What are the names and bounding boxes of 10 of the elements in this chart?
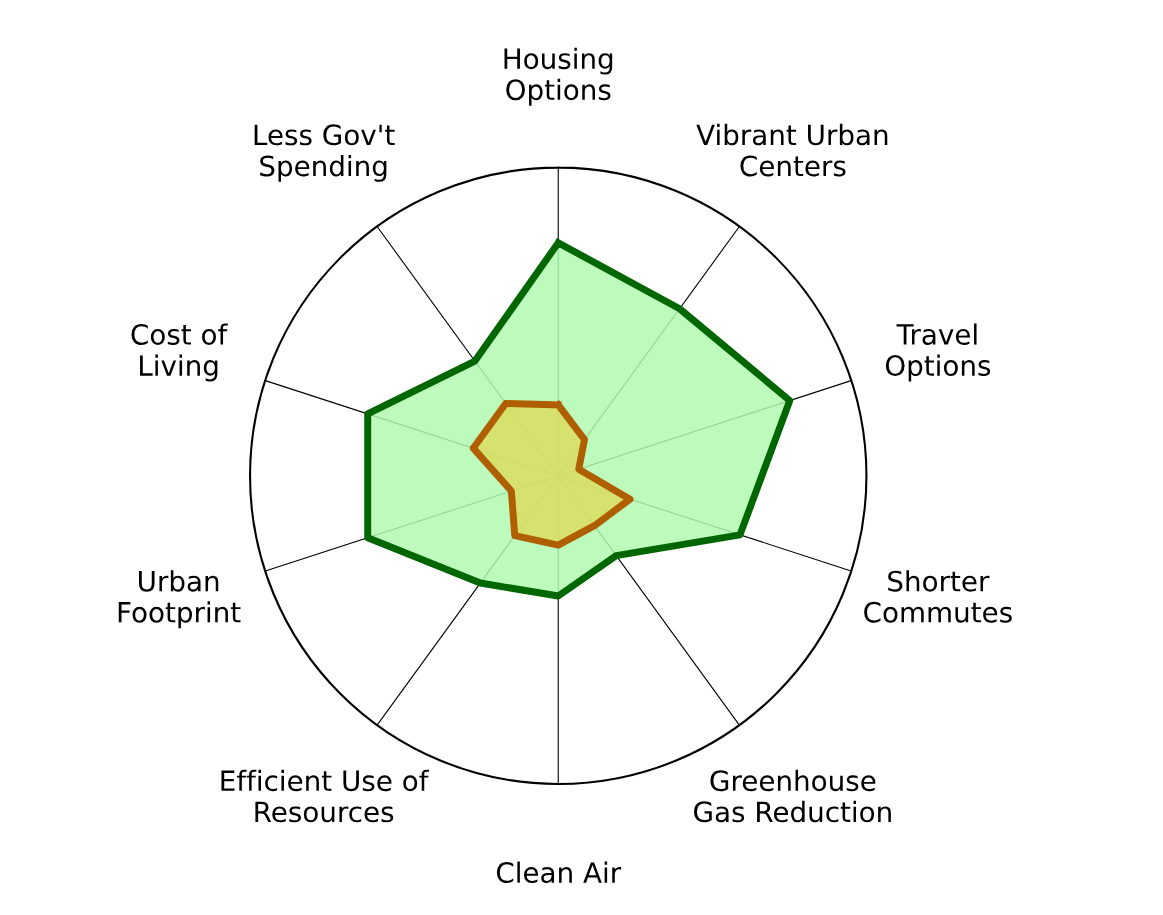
spoke-label: Vibrant Urban Centers: [696, 123, 888, 177]
spoke-label: Clean Air: [496, 861, 622, 884]
spoke-label: Greenhouse Gas Reduction: [694, 769, 891, 823]
spoke-label: Efficient Use of Resources: [221, 769, 430, 823]
spoke-label: Travel Options: [885, 323, 991, 382]
spoke-label: Housing Options: [504, 47, 613, 106]
spoke-label: Urban Footprint: [118, 570, 241, 629]
spoke-label: Less Gov't Spending: [254, 124, 395, 182]
spoke-label: Cost of Living: [131, 323, 228, 382]
spoke-label: Shorter Commutes: [864, 570, 1012, 623]
